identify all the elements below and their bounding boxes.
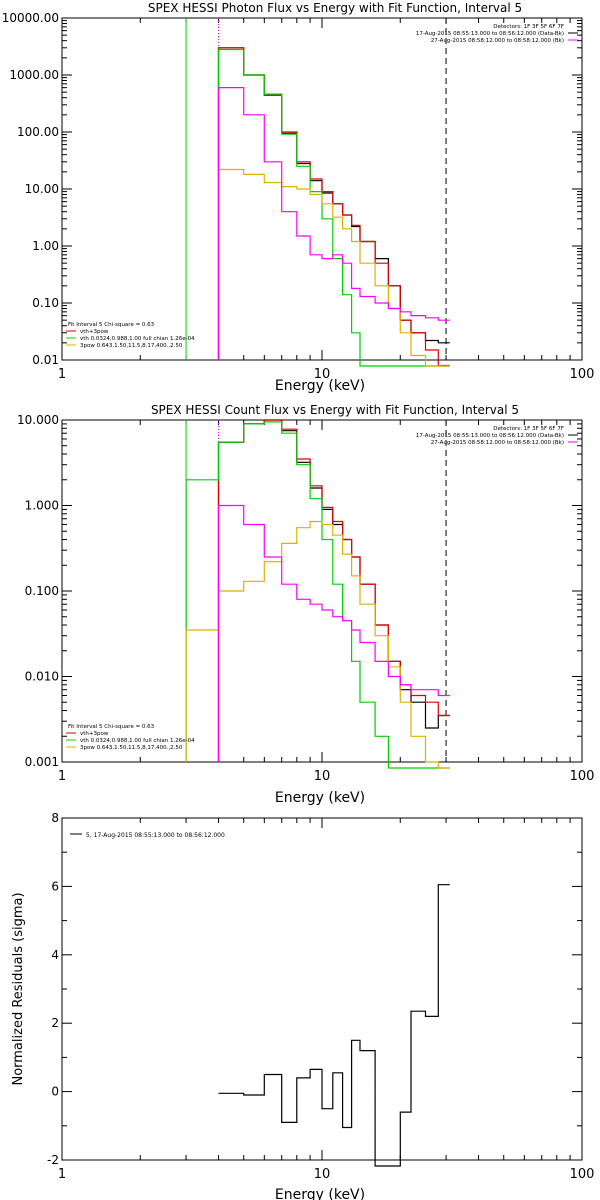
- y-tick-label: 0.100: [25, 584, 59, 598]
- series-vth-line: [217, 48, 450, 367]
- spectrum-series: [185, 419, 450, 769]
- fit-line: vth 0.0324,0.988,1.00 full chian 1.26e-0…: [80, 336, 195, 342]
- x-tick-label: 1: [58, 367, 66, 382]
- x-tick-label: 10: [314, 367, 331, 382]
- info-line: Detectors: 1F 3F 5F 6F 7F: [493, 426, 564, 432]
- info-line: 17-Aug-2015 08:55:13.000 to 08:56:12.000…: [416, 433, 564, 439]
- x-tick-label: 10: [314, 769, 331, 784]
- y-tick-label: 6: [51, 879, 59, 893]
- residuals-panel: -2 0 2 4 6 8 1 10 100 Energy (keV) Normalized R…: [11, 811, 594, 1200]
- chart-title: SPEX HESSI Photon Flux vs Energy with Fi…: [148, 1, 522, 15]
- y-tick-label: 8: [51, 811, 59, 825]
- series-data-line: [218, 884, 450, 1167]
- info-line: Detectors: 1F 3F 5F 6F 7F: [493, 24, 564, 30]
- x-tick-label: 1: [58, 769, 66, 784]
- y-tick-label: 1.000: [25, 499, 59, 513]
- x-tick-label: 100: [570, 769, 595, 784]
- y-tick-label: 0.010: [25, 670, 59, 684]
- x-axis-label: Energy (keV): [275, 378, 365, 394]
- info-line: 27-Aug-2015 08:58:12.000 to 08:58:12.000…: [431, 440, 564, 446]
- x-axis-label: Energy (keV): [275, 1187, 365, 1200]
- residual-series: [218, 884, 450, 1167]
- photon-flux-panel: SPEX HESSI Photon Flux vs Energy with Fi…: [2, 1, 595, 394]
- fit-legend: Fit Interval 5 Chi-square = 0.63vth+3pow…: [66, 724, 195, 751]
- y-tick-label: 1000.00: [9, 68, 59, 82]
- y-tick-label: 10.00: [25, 182, 59, 196]
- y-axis-label: Normalized Residuals (sigma): [11, 892, 26, 1085]
- series-background-line: [217, 504, 450, 762]
- y-axis: 0.01 0.10 1.00 10.00 100.00 1000.00 10000.00: [2, 11, 582, 367]
- series-background-line: [217, 87, 450, 360]
- y-tick-label: 0.001: [25, 755, 59, 769]
- vertical-markers: [185, 18, 447, 360]
- fit-line: Fit Interval 5 Chi-square = 0.63: [68, 322, 155, 328]
- x-tick-label: 10: [314, 1167, 331, 1182]
- x-axis: 1 10 100: [58, 18, 595, 382]
- y-tick-label: 0.10: [32, 296, 59, 310]
- y-tick-label: 0: [51, 1085, 59, 1099]
- series-vth_plus_3pow-line: [217, 419, 450, 762]
- series-vth_plus_3pow-line: [217, 47, 450, 367]
- count-flux-panel: SPEX HESSI Count Flux vs Energy with Fit…: [17, 403, 594, 806]
- series-vth-line: [185, 421, 450, 769]
- y-tick-label: 4: [51, 948, 59, 962]
- y-tick-label: -2: [47, 1153, 59, 1167]
- x-tick-label: 100: [570, 367, 595, 382]
- plot-frame: [61, 419, 583, 763]
- chart-title: SPEX HESSI Count Flux vs Energy with Fit…: [151, 403, 519, 417]
- legend-label: 5, 17-Aug-2015 08:55:13.000 to 08:56:12.…: [86, 832, 225, 839]
- y-tick-label: 10000.00: [2, 11, 59, 25]
- x-axis: 1 10 100: [58, 818, 595, 1182]
- fit-legend: Fit Interval 5 Chi-square = 0.63vth+3pow…: [66, 322, 195, 349]
- info-line: 17-Aug-2015 08:55:13.000 to 08:56:12.000…: [416, 31, 564, 37]
- series-three_pow-line: [185, 520, 450, 769]
- x-tick-label: 100: [570, 1167, 595, 1182]
- y-tick-label: 1.00: [32, 239, 59, 253]
- info-line: 27-Aug-2015 08:58:12.000 to 08:58:12.000…: [431, 38, 564, 44]
- series-three_pow-line: [217, 168, 450, 367]
- x-axis-label: Energy (keV): [275, 790, 365, 806]
- fit-line: vth+3pow: [80, 731, 109, 737]
- series-data-line: [217, 419, 450, 762]
- spectrum-series: [217, 47, 450, 367]
- fit-line: 3pow 0.643,1.50,11.5,8.17,400.,2.50: [80, 343, 183, 349]
- y-axis: 0.001 0.010 0.100 1.000 10.000: [17, 413, 582, 769]
- fit-line: Fit Interval 5 Chi-square = 0.63: [68, 724, 155, 730]
- x-tick-label: 1: [58, 1167, 66, 1182]
- y-tick-label: 2: [51, 1016, 59, 1030]
- y-tick-label: 10.000: [17, 413, 59, 427]
- fit-line: vth+3pow: [80, 329, 109, 335]
- fit-line: vth 0.0324,0.988,1.00 full chian 1.26e-0…: [80, 738, 195, 744]
- y-axis: -2 0 2 4 6 8: [47, 811, 582, 1167]
- fit-line: 3pow 0.643,1.50,11.5,8.17,400.,2.50: [80, 745, 183, 751]
- y-tick-label: 100.00: [17, 125, 59, 139]
- y-tick-label: 0.01: [32, 353, 59, 367]
